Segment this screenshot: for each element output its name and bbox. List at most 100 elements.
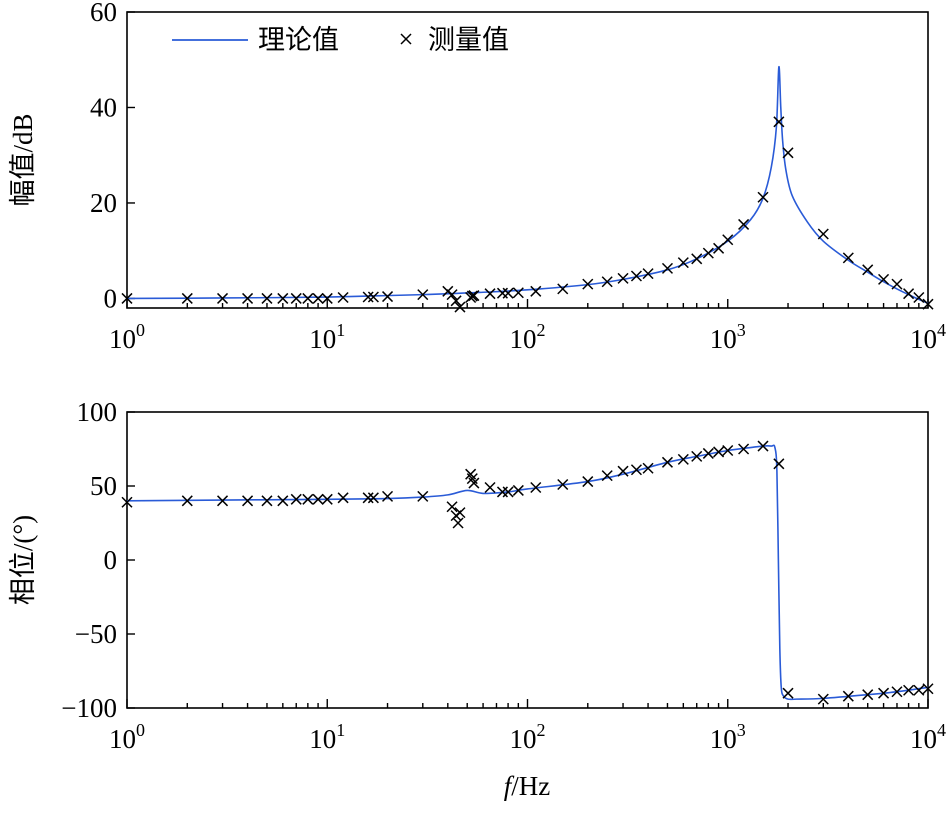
magnitude-measured-point <box>878 273 890 285</box>
x-axis-label-unit: /Hz <box>511 771 550 801</box>
phase-measured-point <box>630 464 642 476</box>
magnitude-measured-point <box>261 292 273 304</box>
magnitude-theory-line <box>126 66 929 304</box>
magnitude-measured-point <box>617 272 629 284</box>
x-axis-label-symbol: f <box>504 771 515 801</box>
phase-y-tick-label: −50 <box>75 619 117 649</box>
phase-measured-point <box>691 450 703 462</box>
phase-y-tick-label: 50 <box>90 471 117 501</box>
phase-y-axis-label: 相位/(°) <box>8 515 38 605</box>
x-axis-label: f/Hz <box>504 771 551 801</box>
magnitude-measured-point <box>691 253 703 265</box>
magnitude-measured-point <box>496 287 509 299</box>
phase-measured-point <box>502 486 514 498</box>
magnitude-measured-point <box>362 291 374 303</box>
magnitude-plot-frame <box>126 11 929 309</box>
phase-measured-point <box>922 683 934 695</box>
magnitude-y-tick-labels: 0 20 40 60 <box>90 0 117 313</box>
magnitude-measured-point <box>337 291 349 304</box>
magnitude-measured-point <box>782 147 794 159</box>
phase-measured-point <box>468 477 480 489</box>
phase-measured-point <box>891 686 903 698</box>
phase-x-tick-label: 101 <box>309 720 345 754</box>
phase-measured-point <box>738 443 750 455</box>
magnitude-measured-point <box>842 252 854 264</box>
phase-measured-point <box>642 462 654 474</box>
magnitude-measured-point <box>468 290 480 302</box>
magnitude-x-tick-labels: 100 101 102 103 104 <box>109 320 946 354</box>
magnitude-measured-point <box>312 292 324 304</box>
magnitude-measured-point <box>502 287 514 299</box>
phase-theory-line <box>126 444 929 701</box>
magnitude-ticks <box>126 11 929 308</box>
magnitude-x-tick-label: 103 <box>710 320 746 354</box>
phase-measured-point <box>782 687 794 699</box>
legend-measured-label: 测量值 <box>428 25 509 55</box>
phase-measured-point <box>321 493 333 505</box>
phase-y-tick-labels: −100 −50 0 50 100 <box>61 397 117 723</box>
magnitude-measured-point <box>217 292 229 304</box>
magnitude-measured-point <box>277 292 289 304</box>
phase-measured-point <box>617 465 629 477</box>
magnitude-measured-point <box>713 242 725 254</box>
magnitude-measured-point <box>817 228 829 240</box>
magnitude-measured-point <box>181 292 193 304</box>
magnitude-y-tick-label: 40 <box>90 92 117 122</box>
phase-measured-point <box>757 440 769 452</box>
phase-measured-point <box>446 501 458 513</box>
magnitude-measured-point <box>862 264 874 276</box>
magnitude-measured-point <box>302 292 314 304</box>
phase-measured-point <box>362 492 374 504</box>
phase-measured-point <box>417 490 429 502</box>
phase-ticks <box>126 411 929 709</box>
phase-y-tick-label: 100 <box>77 397 118 427</box>
phase-x-tick-label: 104 <box>910 720 946 754</box>
magnitude-measured-point <box>557 283 569 295</box>
phase-measured-point <box>302 493 314 505</box>
phase-x-tick-label: 102 <box>510 720 546 754</box>
phase-measured-point <box>903 684 915 696</box>
magnitude-measured-point <box>773 116 785 128</box>
magnitude-measured-point <box>512 287 524 299</box>
legend-measured-marker <box>400 33 412 45</box>
phase-measured-point <box>277 495 289 507</box>
phase-x-tick-labels: 100 101 102 103 104 <box>109 720 946 754</box>
magnitude-measured-point <box>321 292 333 304</box>
phase-measured-point <box>722 444 734 457</box>
magnitude-x-tick-label: 104 <box>910 320 946 354</box>
magnitude-measured-point <box>450 295 462 307</box>
phase-measured-point <box>557 478 569 491</box>
magnitude-measured-point <box>913 291 925 304</box>
magnitude-measured-point <box>642 268 654 280</box>
phase-measured-point <box>817 693 829 705</box>
phase-measured-point <box>484 481 496 494</box>
legend-theory-label: 理论值 <box>258 25 339 55</box>
phase-y-tick-label: −100 <box>61 693 117 723</box>
phase-x-tick-label: 100 <box>109 720 145 754</box>
phase-chart: −100 −50 0 50 100 100 101 102 103 104 相位/(°) f/H… <box>8 397 946 801</box>
legend: 理论值 测量值 <box>172 25 509 55</box>
phase-measured-point <box>661 456 673 468</box>
magnitude-measured-point <box>582 278 594 290</box>
magnitude-measured-point <box>382 291 394 303</box>
phase-measured-point <box>582 476 594 488</box>
magnitude-measured-point <box>466 290 478 302</box>
phase-measured-point <box>121 496 133 508</box>
magnitude-measured-point <box>722 234 734 246</box>
phase-measured-point <box>773 458 785 470</box>
magnitude-y-axis-label: 幅值/dB <box>8 113 38 206</box>
magnitude-measured-point <box>601 276 613 288</box>
magnitude-measured-point <box>417 289 429 301</box>
phase-y-tick-label: 0 <box>104 545 118 575</box>
magnitude-x-tick-label: 102 <box>510 320 546 354</box>
phase-measured-point <box>181 495 193 507</box>
magnitude-measured-point <box>290 292 302 304</box>
phase-measured-point <box>312 493 324 505</box>
phase-measured-point <box>862 689 874 701</box>
magnitude-measured-point <box>903 288 915 300</box>
magnitude-chart: 0 20 40 60 100 101 102 103 104 幅值/dB 理论值 测量值 <box>8 0 946 354</box>
magnitude-measured-point <box>242 292 254 304</box>
magnitude-measured-point <box>121 292 133 304</box>
phase-measured-point <box>290 493 302 505</box>
phase-measured-point <box>530 481 542 494</box>
